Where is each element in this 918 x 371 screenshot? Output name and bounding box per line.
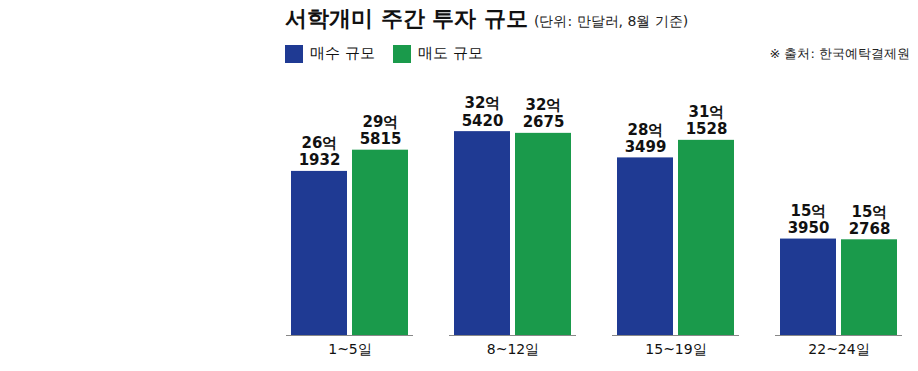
svg-text:15억3950: 15억3950	[788, 202, 830, 237]
svg-text:31억1528: 31억1528	[686, 103, 728, 138]
svg-text:32억2675: 32억2675	[523, 96, 565, 131]
svg-text:15~19일: 15~19일	[645, 341, 706, 357]
html-text:※ 출처: 한국예탁결제원: ※ 출처: 한국예탁결제원	[769, 45, 910, 61]
html-text:매도 규모: 매도 규모	[417, 44, 483, 62]
svg-text:26억1932: 26억1932	[299, 134, 341, 169]
svg-text:22~24일: 22~24일	[808, 341, 869, 357]
html-text:서학개미 주간 투자 규모 (단위: 만달러, 8월 기준): 서학개미 주간 투자 규모 (단위: 만달러, 8월 기준)	[285, 6, 689, 31]
html-text:매수 규모: 매수 규모	[310, 44, 375, 62]
svg-text:8~12일: 8~12일	[487, 341, 539, 357]
svg-text:29억5815: 29억5815	[360, 113, 402, 148]
svg-text:1~5일: 1~5일	[328, 341, 372, 357]
svg-text:32억5420: 32억5420	[462, 94, 504, 129]
svg-text:28억3499: 28억3499	[625, 121, 667, 156]
svg-text:15억2768: 15억2768	[849, 203, 891, 238]
